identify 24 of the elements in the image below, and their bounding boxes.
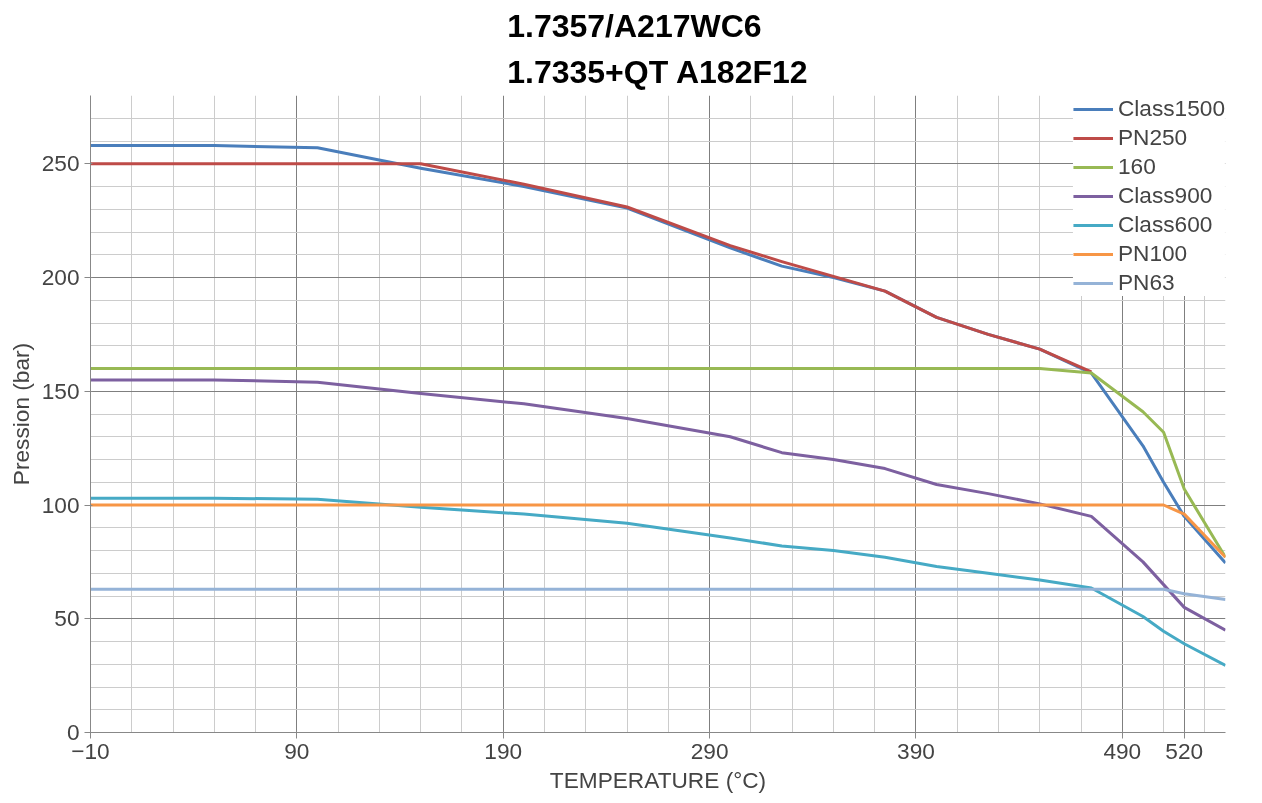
x-axis-title: TEMPERATURE (°C) xyxy=(549,766,767,793)
y-tick-label: 250 xyxy=(41,150,80,177)
legend-label: PN63 xyxy=(1117,269,1175,296)
x-tick-label: 290 xyxy=(690,737,729,764)
y-tick-label: 100 xyxy=(41,491,80,518)
x-tick-label: 390 xyxy=(897,737,935,764)
y-tick-label: 200 xyxy=(41,264,80,290)
x-tick-label: 520 xyxy=(1165,737,1204,764)
legend-label: PN100 xyxy=(1117,240,1188,267)
legend-label: 160 xyxy=(1117,153,1156,180)
x-tick-label: 490 xyxy=(1103,737,1142,764)
legend-label: Class900 xyxy=(1117,182,1213,209)
legend-label: PN250 xyxy=(1117,124,1188,151)
legend-label: Class600 xyxy=(1117,211,1213,238)
line-series xyxy=(90,378,1226,632)
y-tick-label: 150 xyxy=(41,377,80,404)
x-tick-label: 190 xyxy=(484,737,523,764)
y-tick-label: 50 xyxy=(54,605,80,632)
line-series xyxy=(90,162,1093,374)
line-series xyxy=(90,496,1226,667)
x-tick-label: 90 xyxy=(284,737,310,764)
legend-label: Class1500 xyxy=(1117,95,1225,122)
y-axis-title: Pression (bar) xyxy=(7,342,34,486)
chart-title: 1.7357/A217WC6 1.7335+QT A182F12 xyxy=(507,7,808,91)
